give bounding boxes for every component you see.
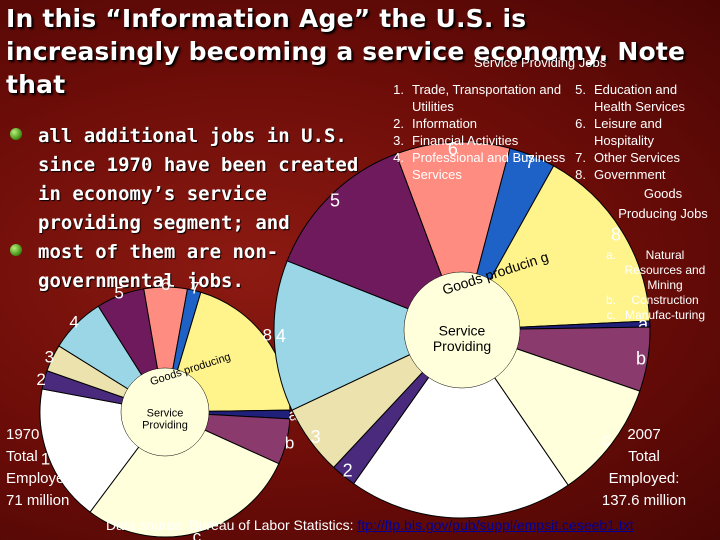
- service-legend-left: 1. Trade, Transportation and Utilities 2.…: [380, 81, 566, 183]
- source-link[interactable]: ftp://ftp.bls.gov/pub/suppl/empsit.cesee…: [357, 517, 634, 533]
- pie-inner-label-2007: Service Providing: [433, 323, 491, 354]
- pie-slice-2007-6: [395, 141, 511, 332]
- legend-item: 7. Other Services: [575, 150, 680, 165]
- legend-item: b. Construction: [605, 293, 699, 307]
- pie-slice-2007-1: [352, 329, 569, 519]
- bullet-text: all additional jobs in U.S. since 1970 h…: [38, 125, 359, 234]
- slice-label-1970-2: 2: [36, 370, 45, 389]
- slice-label-2007-6: 6: [448, 139, 458, 159]
- slice-label-2007-3: 3: [311, 427, 321, 447]
- bullet-icon: [10, 128, 22, 140]
- bullet-text: most of them are non-governmental jobs.: [38, 241, 279, 292]
- slice-label-1970-1: 1: [41, 450, 50, 469]
- source-note: Data source: Bureau of Labor Statistics:…: [106, 517, 634, 533]
- legend-item: 6. Leisure and Hospitality: [575, 116, 662, 148]
- slice-label-1970-6: 6: [161, 275, 170, 294]
- legend-item: 3. Financial Activities: [393, 133, 519, 148]
- pie-slice-2007-5: [286, 153, 463, 331]
- goods-legend-title: Goods Producing Jobs: [618, 186, 708, 221]
- slice-label-2007-c: c: [602, 430, 611, 450]
- slice-label-1970-c: c: [193, 527, 202, 540]
- caption-2007: 2007 Total Employed: 137.6 million: [601, 426, 687, 509]
- pie-center-2007: [403, 271, 521, 389]
- slice-label-2007-1: 1: [456, 501, 466, 521]
- pie-center-1970: [120, 367, 210, 457]
- slice-label-1970-4: 4: [69, 313, 78, 332]
- slice-label-2007-a: a: [638, 314, 649, 334]
- legend-item: a. Natural Resources and Mining: [605, 248, 706, 292]
- legend-item: c. Manufac-turing: [606, 308, 706, 322]
- slice-label-2007-5: 5: [330, 191, 340, 211]
- legend-item: 4. Professional and Business Services: [393, 150, 566, 182]
- pie-slice-2007-c: [460, 329, 641, 486]
- slice-label-2007-4: 4: [276, 326, 286, 346]
- slice-label-1970-7: 7: [190, 278, 199, 297]
- slice-label-2007-2: 2: [343, 461, 353, 481]
- slice-label-1970-5: 5: [114, 283, 123, 302]
- slice-label-2007-8: 8: [611, 225, 621, 245]
- service-legend-title: Service Providing Jobs: [474, 55, 607, 70]
- pie-slice-2007-4: [273, 260, 464, 411]
- bullet-list: all additional jobs in U.S. since 1970 h…: [8, 122, 368, 296]
- pie-slice-2007-8: [461, 165, 651, 331]
- slice-label-2007-7: 7: [525, 152, 535, 172]
- legend-item: 2. Information: [393, 116, 478, 131]
- legend-item: 1. Trade, Transportation and Utilities: [393, 82, 562, 114]
- caption-1970: 1970 Total Employed: 71 million: [6, 426, 77, 509]
- slice-label-1970-3: 3: [45, 348, 54, 367]
- service-legend-right: 5. Education and Health Services 6. Leisur…: [562, 81, 712, 183]
- goods-legend: a. Natural Resources and Mining b. Constru…: [598, 248, 706, 323]
- slice-label-1970-b: b: [285, 434, 294, 453]
- bullet-item: all additional jobs in U.S. since 1970 h…: [8, 122, 368, 238]
- slice-label-1970-8: 8: [263, 326, 272, 345]
- slice-label-1970-a: a: [288, 406, 298, 425]
- bullet-icon: [10, 244, 22, 256]
- legend-item: 8. Government: [575, 167, 666, 182]
- legend-item: 5. Education and Health Services: [575, 82, 686, 114]
- pie-inner-label-1970: Service Providing: [142, 407, 188, 431]
- pie-slice-1970-c: [89, 411, 280, 538]
- slide-title: In this “Information Age” the U.S. is in…: [6, 4, 686, 99]
- bullet-item: most of them are non-governmental jobs.: [8, 238, 368, 296]
- slice-label-2007-b: b: [636, 348, 646, 368]
